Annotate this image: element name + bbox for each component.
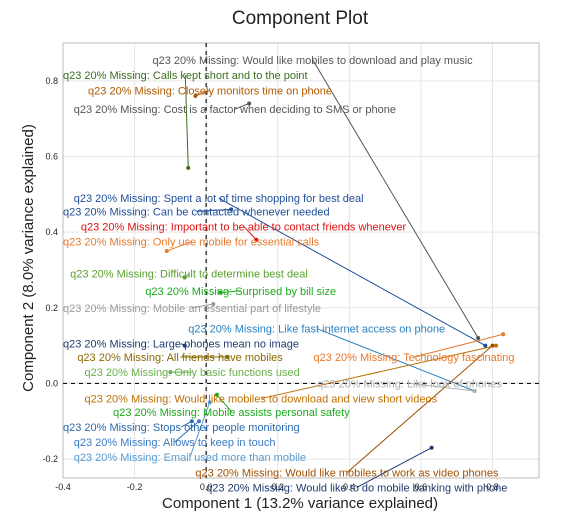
data-point [218,290,223,295]
point-label: q23 20% Missing: Like fast internet acce… [188,324,445,336]
x-axis-title: Component 1 (13.2% variance explained) [162,495,438,512]
y-tick-label: 0.6 [45,151,58,161]
label-connector [220,290,241,294]
y-tick-label: 0.8 [45,76,58,86]
data-point [164,249,169,254]
point-label: q23 20% Missing: Would like mobiles to d… [152,55,473,67]
label-connector [195,89,211,97]
point-label: q23 20% Missing: Important to be able to… [81,221,407,233]
label-connector [191,303,214,309]
point-label: q23 20% Missing: Like look of phones [317,378,502,390]
data-point [483,343,488,348]
label-connector [184,75,189,168]
x-tick-label: 0.8 [486,482,499,492]
point-labels: q23 20% Missing: Would like mobiles to d… [63,55,515,494]
y-tick-label: -0.2 [42,454,58,464]
label-connector [413,333,504,358]
y-tick-label: 0.2 [45,303,58,313]
label-connector [189,402,211,458]
x-tick-label: 0.0 [200,482,213,492]
data-point [225,354,230,359]
data-point [186,165,191,170]
data-point [476,336,481,341]
label-connector [166,241,192,252]
label-connector [356,447,432,488]
data-point [247,101,252,106]
point-label: q23 20% Missing: Closely monitors time o… [88,85,332,97]
y-tick-label: 0.0 [45,378,58,388]
label-connector [312,59,479,339]
point-label: q23 20% Missing: Only basic functions us… [84,367,299,379]
data-point [214,392,219,397]
label-connector [196,208,232,212]
data-point [189,419,194,424]
x-tick-label: 0.4 [343,482,356,492]
point-label: q23 20% Missing: Can be contacted whenev… [63,206,330,218]
data-point [494,343,499,348]
data-point [168,370,173,375]
data-point [490,343,495,348]
point-label: q23 20% Missing: Allows to keep in touch [74,437,276,449]
point-label: q23 20% Missing: Cost is a factor when d… [74,104,396,116]
data-point [501,332,506,337]
x-tick-label: -0.2 [127,482,143,492]
point-label: q23 20% Missing: Surprised by bill size [145,286,336,298]
data-point [211,302,216,306]
data-point [197,419,201,424]
data-point [472,389,477,393]
label-connector [409,382,475,392]
point-label: q23 20% Missing: All friends have mobile… [77,352,283,364]
point-label: q23 20% Missing: Large phones mean no im… [63,339,299,351]
label-connector [316,328,475,392]
label-connector [346,345,493,473]
label-connector [243,226,257,241]
label-connector [218,197,486,347]
data-point [254,237,259,242]
point-label: q23 20% Missing: Mobile assists personal… [113,407,350,419]
point-label: q23 20% Missing: Stops other people moni… [63,422,300,434]
point-label: q23 20% Missing: Would like mobiles to w… [195,467,499,479]
label-connector [260,345,497,400]
point-label: q23 20% Missing: Technology fascinating [314,352,515,364]
chart-title: Component Plot [232,8,369,29]
point-label: q23 20% Missing: Spent a lot of time sho… [74,193,364,205]
y-axis-title: Component 2 (8.0% variance explained) [20,124,37,392]
x-tick-label: 0.2 [271,482,284,492]
label-connector [216,394,233,413]
label-connectors [166,59,504,488]
point-label: q23 20% Missing: Email used more than mo… [74,452,306,464]
point-label: q23 20% Missing: Would like mobiles to d… [84,394,437,406]
label-connector [234,103,250,110]
axes: -0.4 -0.2 0.0 0.2 0.4 0.6 0.8 -0.2 0.0 0.2 0.4 0.6 0… [42,42,540,492]
y-tick-label: 0.4 [45,227,58,237]
point-label: q23 20% Missing: Calls kept short and to… [63,70,308,82]
data-point [182,275,187,280]
point-label: q23 20% Missing: Only use mobile for ess… [63,237,320,249]
data-point [182,343,187,348]
data-point [193,93,198,98]
data-points [164,93,506,450]
label-connector [174,420,200,443]
x-tick-label: 0.6 [415,482,428,492]
data-point [207,400,212,405]
x-tick-label: -0.4 [55,482,71,492]
data-point [429,445,434,450]
point-label: q23 20% Missing: Mobile an essential par… [63,303,321,315]
plot-frame [62,42,540,479]
point-label: q23 20% Missing: Would like to do mobile… [206,482,507,494]
data-point [229,207,234,212]
point-label: q23 20% Missing: Difficult to determine … [70,269,308,281]
